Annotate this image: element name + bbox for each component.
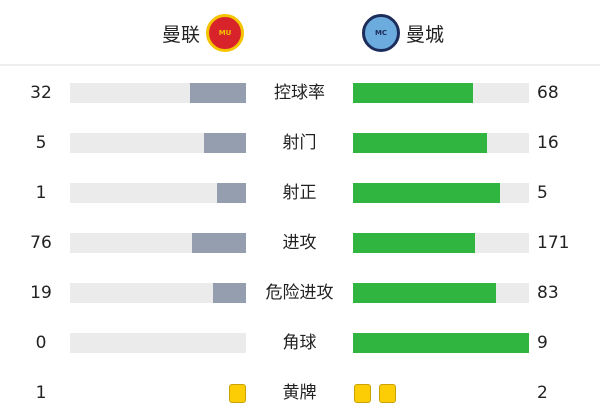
home-team[interactable]: 曼联 MU <box>162 14 245 52</box>
away-bar-fill <box>353 333 529 353</box>
away-team-name: 曼城 <box>406 23 445 46</box>
yellow-card-icon <box>354 384 371 403</box>
away-bar-track <box>353 283 529 303</box>
away-bar-track <box>353 233 529 253</box>
stat-row: 0 角球 9 <box>0 331 600 355</box>
match-header: 曼联 MU MC 曼城 <box>0 0 600 66</box>
stat-label: 角球 <box>282 333 317 353</box>
stat-row: 1 射正 5 <box>0 181 600 205</box>
home-bar-fill <box>213 283 246 303</box>
away-bar-fill <box>353 283 497 303</box>
stat-row: 5 射门 16 <box>0 131 600 155</box>
manchester-city-crest-icon: MC <box>362 14 400 52</box>
home-bar-track <box>70 183 246 203</box>
stat-label: 射门 <box>282 133 317 153</box>
home-bar-track <box>70 283 246 303</box>
away-value: 68 <box>537 83 559 103</box>
stat-label: 黄牌 <box>282 383 317 403</box>
away-value: 171 <box>537 233 570 253</box>
home-bar-fill <box>189 83 246 103</box>
stat-row-yellow-cards: 1 黄牌 2 <box>0 381 600 405</box>
home-bar-track <box>70 133 246 153</box>
home-bar-track <box>70 333 246 353</box>
away-bar-track <box>353 83 529 103</box>
home-bar-fill <box>191 233 246 253</box>
away-bar-fill <box>353 183 500 203</box>
home-bar-track <box>70 233 246 253</box>
stat-row: 19 危险进攻 83 <box>0 281 600 305</box>
home-value: 19 <box>30 283 52 303</box>
stat-label: 射正 <box>282 183 317 203</box>
away-bar-fill <box>353 83 473 103</box>
stat-row: 32 控球率 68 <box>0 81 600 105</box>
home-bar-track <box>70 83 246 103</box>
home-bar-fill <box>204 133 246 153</box>
home-value: 1 <box>35 383 47 403</box>
away-bar-fill <box>353 133 488 153</box>
away-bar-track <box>353 133 529 153</box>
yellow-card-icon <box>229 384 246 403</box>
stat-label: 危险进攻 <box>265 283 334 303</box>
away-value: 5 <box>537 183 548 203</box>
stat-label: 进攻 <box>282 233 317 253</box>
away-bar-track <box>353 183 529 203</box>
home-bar-fill <box>216 183 246 203</box>
manchester-united-crest-icon: MU <box>206 14 245 52</box>
away-value: 83 <box>537 283 559 303</box>
home-value: 1 <box>35 183 47 203</box>
home-value: 0 <box>35 333 47 353</box>
home-value: 76 <box>30 233 52 253</box>
away-bar-track <box>353 333 529 353</box>
stat-row: 76 进攻 171 <box>0 231 600 255</box>
stat-label: 控球率 <box>274 83 325 103</box>
away-value: 9 <box>537 333 548 353</box>
away-bar-fill <box>353 233 475 253</box>
home-value: 32 <box>30 83 52 103</box>
yellow-card-icon <box>379 384 396 403</box>
away-value: 2 <box>537 383 548 403</box>
away-team[interactable]: MC 曼城 <box>362 14 444 52</box>
home-value: 5 <box>35 133 47 153</box>
home-team-name: 曼联 <box>162 23 201 46</box>
away-value: 16 <box>537 133 559 153</box>
